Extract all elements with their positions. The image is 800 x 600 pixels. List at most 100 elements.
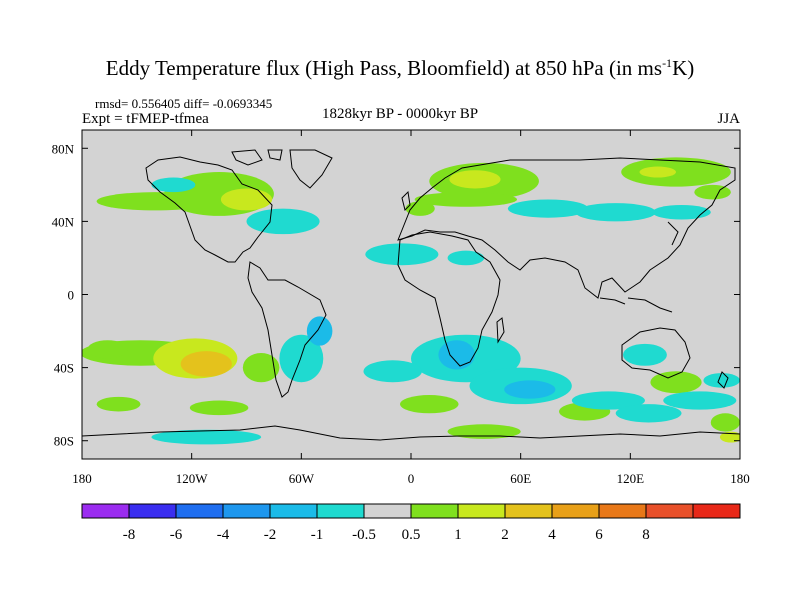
season-label: JJA: [717, 111, 740, 127]
colorbar-labels: -8 -6 -4 -2 -1 -0.5 0.5 1 2 4 6 8: [123, 527, 650, 543]
anomaly-region: [447, 250, 485, 266]
anomaly-region: [363, 360, 422, 383]
colorbar-swatch: [81, 503, 130, 519]
colorbar-label: 4: [548, 527, 556, 543]
colorbar-label: -1: [311, 527, 324, 543]
y-tick-label: 80N: [52, 141, 75, 156]
period-label: 1828kyr BP - 0000kyr BP: [322, 106, 479, 122]
anomaly-region: [694, 184, 731, 200]
anomaly-region: [639, 166, 677, 178]
x-tick-label: 180: [730, 471, 750, 486]
anomaly-region: [87, 340, 128, 359]
coast-antarctica: [82, 425, 740, 441]
colorbar-swatch: [128, 503, 177, 519]
coast-south-america: [247, 261, 327, 398]
coastlines: [82, 149, 740, 441]
experiment-label: Expt = tFMEP-tfmea: [82, 111, 209, 127]
y-tick-label: 80S: [54, 434, 74, 449]
coast-madagascar: [496, 317, 505, 344]
anomaly-region: [719, 431, 740, 443]
colorbar-label: 1: [454, 527, 462, 543]
x-tick-label: 60E: [510, 471, 531, 486]
colorbar-swatch: [175, 503, 224, 519]
colorbar-swatch: [316, 503, 365, 519]
title-unit-tail: K): [672, 56, 695, 80]
title-text: Eddy Temperature flux (High Pass, Bloomf…: [105, 56, 663, 80]
coast-greenland: [289, 149, 333, 189]
title-superscript: -1: [662, 56, 673, 70]
anomaly-region: [246, 208, 320, 235]
y-axis: 80N 40N 0 40S 80S: [52, 141, 740, 449]
anomaly-region: [703, 373, 740, 388]
colorbar-swatch: [269, 503, 318, 519]
x-tick-label: 120E: [617, 471, 645, 486]
coast-africa: [397, 231, 501, 367]
anomaly-region: [414, 192, 518, 207]
colorbar-label: 0.5: [402, 527, 421, 543]
colorbar-swatch: [551, 503, 600, 519]
chart-title: Eddy Temperature flux (High Pass, Bloomf…: [0, 56, 800, 81]
anomaly-region: [438, 340, 475, 370]
y-tick-label: 0: [68, 288, 75, 303]
anomaly-region: [575, 203, 656, 222]
anomaly-region: [507, 199, 589, 218]
colorbar-label: 8: [642, 527, 650, 543]
coast-arctic-islands: [231, 149, 283, 166]
anomaly-region: [449, 170, 501, 189]
coast-eurasia: [397, 157, 736, 299]
colorbar-swatch: [504, 503, 553, 519]
coast-new-zealand: [717, 371, 729, 389]
y-tick-label: 40S: [54, 361, 74, 376]
x-tick-label: 180: [72, 471, 92, 486]
anomaly-region: [220, 188, 273, 211]
anomaly-region: [621, 157, 731, 187]
anomaly-region: [650, 371, 702, 394]
colorbar-label: -6: [170, 527, 183, 543]
coast-australia: [621, 327, 691, 379]
colorbar-label: -2: [264, 527, 277, 543]
colorbar-label: 6: [595, 527, 603, 543]
coast-uk: [401, 190, 411, 211]
colorbar-swatch: [222, 503, 271, 519]
coast-japan: [667, 221, 679, 246]
anomaly-region: [663, 391, 737, 410]
anomaly-region: [400, 395, 459, 414]
coast-north-america: [145, 156, 273, 263]
anomaly-region: [405, 201, 435, 216]
anomaly-region: [242, 352, 280, 383]
anomaly-region: [652, 204, 711, 220]
coast-indonesia: [599, 297, 673, 313]
anomaly-region: [365, 243, 439, 266]
anomaly-region: [623, 343, 667, 366]
anomaly-region: [279, 334, 324, 383]
x-tick-label: 60W: [289, 471, 315, 486]
x-axis: 180 120W 60W 0 60E 120E 180: [72, 130, 750, 486]
anomaly-region: [710, 413, 740, 432]
colorbar-label: -4: [217, 527, 230, 543]
colorbar-label: 2: [501, 527, 509, 543]
colorbar-swatch: [645, 503, 694, 519]
colorbar-swatch: [457, 503, 506, 519]
anomaly-region: [615, 404, 682, 423]
colorbar: [81, 503, 741, 519]
y-tick-label: 40N: [52, 214, 75, 229]
anomaly-region: [571, 391, 645, 410]
anomaly-field: [82, 157, 740, 445]
anomaly-region: [306, 316, 333, 346]
colorbar-swatch: [410, 503, 459, 519]
colorbar-label: -0.5: [352, 527, 376, 543]
colorbar-label: -8: [123, 527, 136, 543]
x-tick-label: 0: [408, 471, 415, 486]
stats-label: rmsd= 0.556405 diff= -0.0693345: [95, 96, 273, 111]
x-tick-label: 120W: [176, 471, 209, 486]
anomaly-region: [189, 400, 249, 416]
anomaly-region: [180, 351, 232, 377]
colorbar-swatch: [692, 503, 741, 519]
anomaly-region: [151, 177, 196, 193]
anomaly-region: [504, 380, 556, 399]
colorbar-swatch: [363, 503, 412, 519]
anomaly-region: [447, 424, 521, 439]
colorbar-swatch: [598, 503, 647, 519]
anomaly-region: [96, 396, 141, 412]
